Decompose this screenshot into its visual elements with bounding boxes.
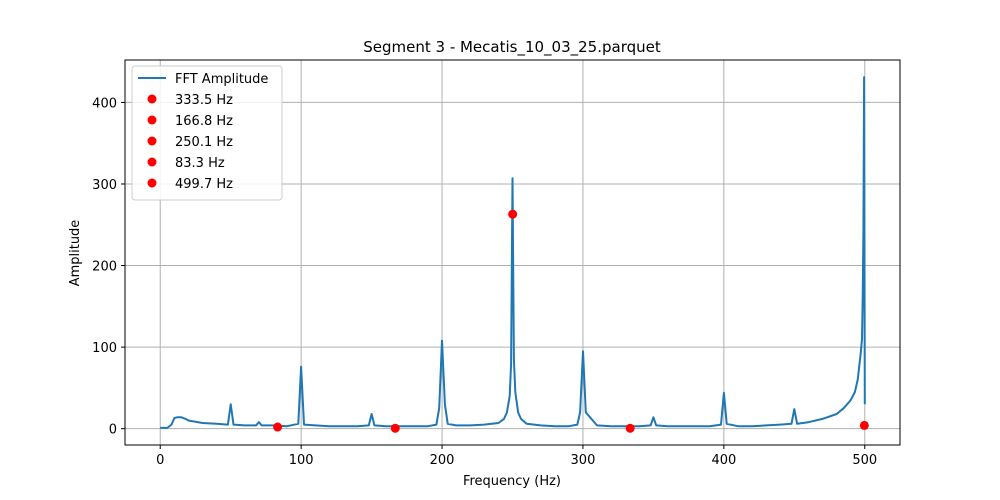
fft-line [160, 76, 866, 429]
x-tick-label: 400 [711, 453, 736, 468]
y-tick-label: 0 [109, 423, 117, 438]
y-tick-label: 400 [92, 96, 117, 111]
peak-point [390, 423, 400, 433]
y-tick-label: 300 [92, 178, 117, 193]
peak-point [859, 420, 869, 430]
legend-label: 333.5 Hz [175, 93, 233, 108]
legend-point-swatch [147, 115, 157, 125]
legend-label: 83.3 Hz [175, 156, 225, 171]
y-tick-label: 200 [92, 260, 117, 275]
legend-point-swatch [147, 178, 157, 188]
y-axis: 0 100 200 300 400 [92, 96, 125, 438]
x-axis-title: Frequency (Hz) [463, 474, 561, 489]
peak-point [273, 422, 283, 432]
y-tick-label: 100 [92, 341, 117, 356]
legend-label: 250.1 Hz [175, 135, 233, 150]
fft-amplitude-line [160, 76, 866, 429]
legend-point-swatch [147, 136, 157, 146]
legend-point-swatch [147, 94, 157, 104]
y-axis-title: Amplitude [68, 220, 83, 287]
peak-points [273, 209, 869, 433]
legend-point-swatch [147, 157, 157, 167]
x-tick-label: 500 [852, 453, 877, 468]
x-tick-label: 300 [571, 453, 596, 468]
peak-point [625, 423, 635, 433]
plot-frame [124, 59, 901, 446]
x-tick-label: 200 [430, 453, 455, 468]
peak-point [508, 209, 518, 219]
legend-label: 166.8 Hz [175, 114, 233, 129]
legend-box [131, 65, 283, 201]
legend-label: FFT Amplitude [175, 72, 268, 87]
x-tick-label: 0 [156, 453, 164, 468]
x-tick-label: 100 [289, 453, 314, 468]
chart-title: Segment 3 - Mecatis_10_03_25.parquet [363, 38, 661, 57]
x-axis: 0 100 200 300 400 500 [156, 445, 877, 468]
legend: FFT Amplitude 333.5 Hz 166.8 Hz 250.1 Hz 83.… [131, 65, 283, 201]
legend-label: 499.7 Hz [175, 177, 233, 192]
